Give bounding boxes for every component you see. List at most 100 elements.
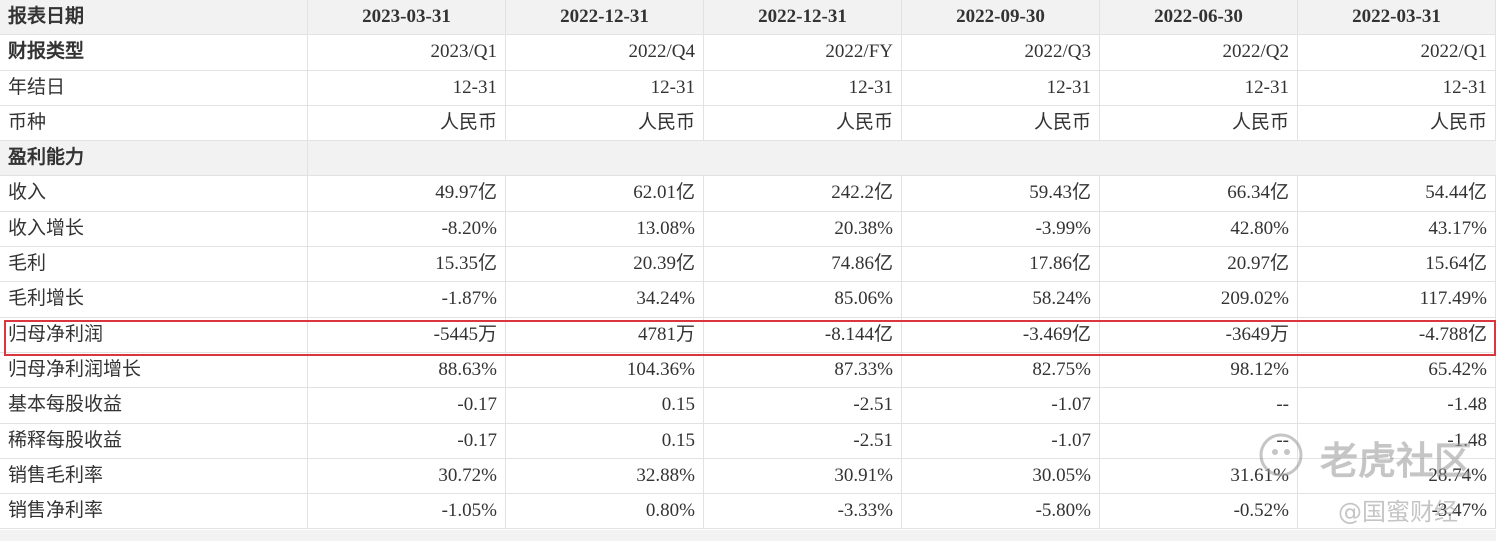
row-label: 币种 [0,105,308,141]
row-label: 收入增长 [0,211,308,247]
cell-value: -5445万 [308,317,506,352]
data-row: 销售毛利率 30.72% 32.88% 30.91% 30.05% 31.61% 28.74… [0,458,1496,495]
cell-value: 62.01亿 [506,176,704,211]
row-label: 年结日 [0,70,308,105]
cell-value: 0.15 [506,388,704,423]
cell-value: 人民币 [704,105,902,141]
cell-value: 2023/Q1 [308,35,506,70]
cell-value: -3.469亿 [902,317,1100,352]
cell-value: 2022/Q4 [506,35,704,70]
row-label: 稀释每股收益 [0,423,308,458]
cell-value: -2.51 [704,423,902,458]
watermark-author: @国蜜财经 [1338,498,1458,526]
data-row: 年结日 12-31 12-31 12-31 12-31 12-31 12-31 [0,70,1496,106]
row-label: 归母净利润 [0,317,308,352]
cell-value: -1.07 [902,388,1100,423]
cell-value: -0.52% [1100,494,1298,529]
cell-value: 30.91% [704,458,902,494]
cell-value: 12-31 [506,70,704,105]
cell-value: 2022/Q2 [1100,35,1298,70]
cell-value: 13.08% [506,211,704,247]
header-row: 报表日期 2023-03-31 2022-12-31 2022-12-31 2022-0… [0,0,1496,36]
section-fill [308,141,1496,175]
cell-value: -1.07 [902,423,1100,458]
cell-value: 209.02% [1100,282,1298,317]
cell-value: 74.86亿 [704,247,902,282]
cell-value: 117.49% [1298,282,1496,317]
watermark-brand: 老虎社区 [1320,439,1473,483]
header-date: 2022-06-30 [1100,0,1298,35]
row-label: 财报类型 [0,35,308,70]
cell-value: 242.2亿 [704,176,902,211]
cell-value: 15.64亿 [1298,247,1496,282]
cell-value: 12-31 [1298,70,1496,105]
header-date: 2022-12-31 [704,0,902,35]
cell-value: -3649万 [1100,317,1298,352]
cell-value: 人民币 [1100,105,1298,141]
cell-value: 人民币 [308,105,506,141]
row-label: 销售净利率 [0,494,308,529]
cell-value: 88.63% [308,352,506,388]
cell-value: 98.12% [1100,352,1298,388]
highlight-box [4,320,1496,356]
cell-value: 49.97亿 [308,176,506,211]
cell-value: 30.05% [902,458,1100,494]
cell-value: 人民币 [1298,105,1496,141]
cell-value: 0.15 [506,423,704,458]
cell-value: 人民币 [506,105,704,141]
cell-value: 82.75% [902,352,1100,388]
cell-value: -1.48 [1298,388,1496,423]
cell-value: 42.80% [1100,211,1298,247]
section-row: 盈利能力 [0,141,1496,177]
cell-value: 15.35亿 [308,247,506,282]
data-row: 基本每股收益 -0.17 0.15 -2.51 -1.07 -- -1.48 [0,388,1496,424]
cell-value: -0.17 [308,388,506,423]
data-row: 归母净利润增长 88.63% 104.36% 87.33% 82.75% 98.12% 65… [0,352,1496,389]
cell-value: 2022/Q1 [1298,35,1496,70]
cell-value: 32.88% [506,458,704,494]
row-label: 基本每股收益 [0,388,308,423]
cell-value: -- [1100,388,1298,423]
header-date: 2022-12-31 [506,0,704,35]
cell-value: 28.74% [1298,458,1496,494]
cell-value: 54.44亿 [1298,176,1496,211]
cell-value: -8.144亿 [704,317,902,352]
cell-value: 20.38% [704,211,902,247]
next-section-row [0,530,1496,541]
cell-value: -8.20% [308,211,506,247]
financial-table: 报表日期 2023-03-31 2022-12-31 2022-12-31 2022-0… [0,0,1496,530]
row-label: 收入 [0,176,308,211]
data-row: 收入增长 -8.20% 13.08% 20.38% -3.99% 42.80% 43.17% [0,211,1496,248]
cell-value: 12-31 [1100,70,1298,105]
data-row: 毛利 15.35亿 20.39亿 74.86亿 17.86亿 20.97亿 15.64亿 [0,247,1496,283]
row-label: 归母净利润增长 [0,352,308,388]
cell-value: -3.99% [902,211,1100,247]
cell-value: 87.33% [704,352,902,388]
data-row: 收入 49.97亿 62.01亿 242.2亿 59.43亿 66.34亿 54.44亿 [0,176,1496,212]
row-label: 毛利增长 [0,282,308,317]
cell-value: 17.86亿 [902,247,1100,282]
header-date: 2023-03-31 [308,0,506,35]
data-row: 销售净利率 -1.05% 0.80% -3.33% -5.80% -0.52% -3.47% [0,494,1496,530]
cell-value: 30.72% [308,458,506,494]
cell-value: -0.17 [308,423,506,458]
cell-value: 66.34亿 [1100,176,1298,211]
cell-value: -5.80% [902,494,1100,529]
data-row: 财报类型 2023/Q1 2022/Q4 2022/FY 2022/Q3 2022/Q2 2… [0,35,1496,71]
cell-value: -1.87% [308,282,506,317]
row-label: 盈利能力 [0,141,308,176]
cell-value: -3.47% [1298,494,1496,529]
header-date: 2022-03-31 [1298,0,1496,35]
row-label: 销售毛利率 [0,458,308,494]
cell-value: 43.17% [1298,211,1496,247]
cell-value: 12-31 [902,70,1100,105]
cell-value: 20.97亿 [1100,247,1298,282]
cell-value: -1.05% [308,494,506,529]
cell-value: 20.39亿 [506,247,704,282]
cell-value: 31.61% [1100,458,1298,494]
cell-value: 58.24% [902,282,1100,317]
cell-value: 0.80% [506,494,704,529]
cell-value: -3.33% [704,494,902,529]
cell-value: -1.48 [1298,423,1496,458]
